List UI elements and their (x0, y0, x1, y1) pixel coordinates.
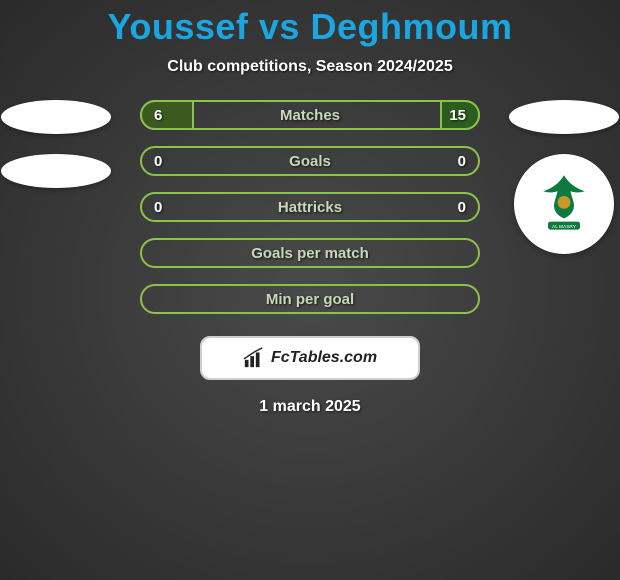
stat-label: Goals (289, 153, 331, 170)
bar-chart-icon (243, 347, 265, 369)
stat-row: 0 Hattricks 0 (140, 192, 480, 222)
stat-label: Matches (280, 107, 340, 124)
stat-row: 0 Goals 0 (140, 146, 480, 176)
stat-label: Goals per match (251, 245, 369, 262)
infographic-root: Youssef vs Deghmoum Club competitions, S… (0, 0, 620, 580)
stat-value-right: 0 (458, 153, 466, 170)
date-text: 1 march 2025 (0, 398, 620, 416)
svg-text:AL MASRY: AL MASRY (552, 224, 577, 230)
right-player-badges: AL MASRY (504, 100, 620, 254)
stat-rows: 6 Matches 15 0 Goals 0 0 Hattricks 0 Goals per ma… (140, 100, 480, 314)
stat-label: Hattricks (278, 199, 342, 216)
stat-label: Min per goal (266, 291, 354, 308)
right-club-logo: AL MASRY (514, 154, 614, 254)
page-subtitle: Club competitions, Season 2024/2025 (0, 58, 620, 76)
eagle-shield-icon: AL MASRY (524, 164, 604, 244)
stat-value-left: 6 (154, 107, 162, 124)
page-title: Youssef vs Deghmoum (0, 0, 620, 48)
brand-badge: FcTables.com (200, 336, 420, 380)
stat-fill-left (140, 100, 194, 130)
stat-value-left: 0 (154, 153, 162, 170)
stat-value-right: 0 (458, 199, 466, 216)
stat-row: 6 Matches 15 (140, 100, 480, 130)
left-player-oval (1, 100, 111, 134)
brand-text: FcTables.com (271, 349, 377, 367)
right-player-oval (509, 100, 619, 134)
stat-row: Min per goal (140, 284, 480, 314)
left-player-oval (1, 154, 111, 188)
comparison-arena: AL MASRY 6 Matches 15 0 Goals 0 0 Hattricks 0 Goa… (0, 100, 620, 314)
stat-value-right: 15 (449, 107, 466, 124)
stat-value-left: 0 (154, 199, 162, 216)
stat-row: Goals per match (140, 238, 480, 268)
left-player-badges (0, 100, 116, 188)
